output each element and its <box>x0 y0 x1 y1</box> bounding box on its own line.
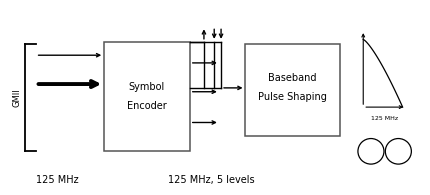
Text: Encoder: Encoder <box>127 101 166 111</box>
Text: 125 MHz: 125 MHz <box>370 116 397 121</box>
Text: Baseband: Baseband <box>268 73 316 83</box>
Ellipse shape <box>384 138 410 164</box>
Bar <box>104 42 189 151</box>
Text: 125 MHz, 5 levels: 125 MHz, 5 levels <box>168 175 254 185</box>
Ellipse shape <box>357 138 383 164</box>
Bar <box>245 44 339 136</box>
Text: Pulse Shaping: Pulse Shaping <box>258 92 326 103</box>
Text: 125 MHz: 125 MHz <box>36 175 78 185</box>
Text: GMII: GMII <box>13 88 22 107</box>
Text: Symbol: Symbol <box>129 82 165 92</box>
